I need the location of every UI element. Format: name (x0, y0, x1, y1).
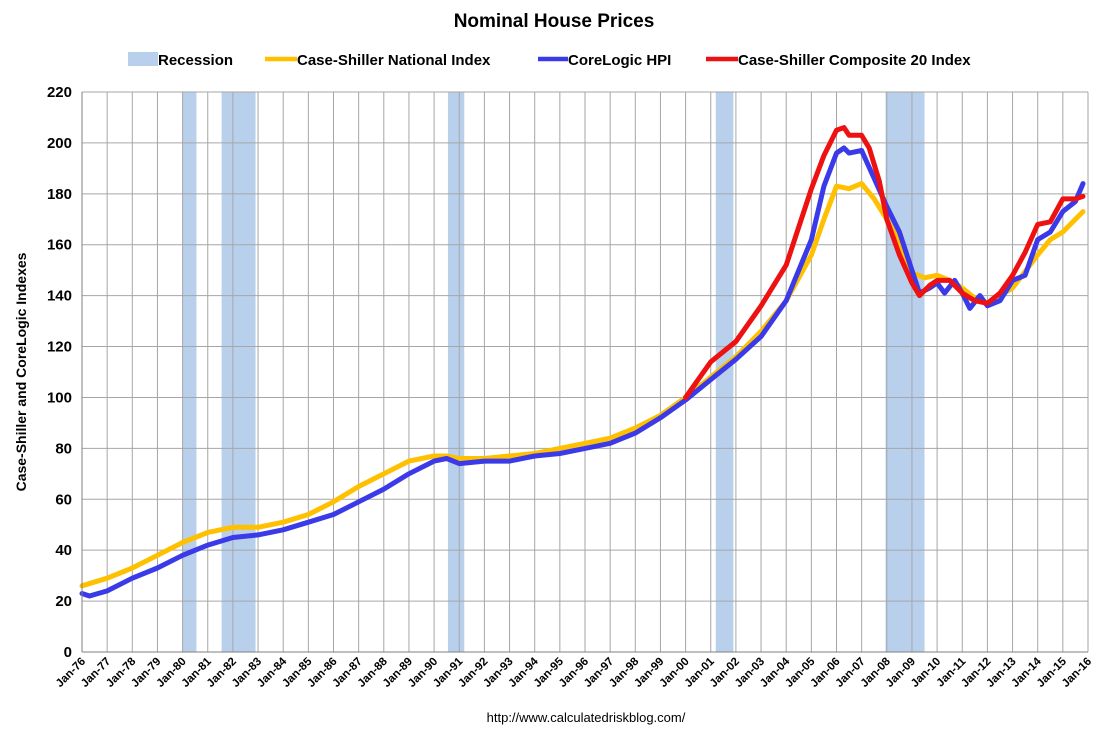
recession-band-2 (221, 92, 256, 652)
y-axis-label: Case-Shiller and CoreLogic Indexes (13, 252, 29, 491)
recession-band-4 (715, 92, 734, 652)
legend-national-label: Case-Shiller National Index (297, 52, 491, 69)
series-lines (79, 125, 1086, 599)
legend-recession-swatch (128, 52, 158, 66)
recession-band-3 (447, 92, 465, 652)
y-tick-label: 160 (47, 237, 72, 254)
y-tick-label: 0 (64, 644, 72, 661)
y-tick-label: 40 (55, 542, 72, 559)
source-footer: http://www.calculatedriskblog.com/ (487, 710, 686, 725)
legend: Recession Case-Shiller National Index Co… (128, 52, 971, 69)
y-tick-labels: 0 20 40 60 80 100 120 140 160 180 200 220 (47, 84, 72, 661)
axes (81, 92, 1088, 653)
recession-band-1 (182, 92, 197, 652)
y-tick-label: 200 (47, 135, 72, 152)
y-tick-label: 20 (55, 593, 72, 610)
series-line-composite20 (683, 125, 1086, 400)
x-tick-labels: Jan-76Jan-77Jan-78Jan-79Jan-80Jan-81Jan-… (54, 655, 1094, 690)
legend-recession-label: Recession (158, 52, 233, 69)
y-tick-label: 120 (47, 339, 72, 356)
y-tick-label: 60 (55, 491, 72, 508)
recession-band-5 (885, 92, 925, 652)
y-tick-label: 140 (47, 288, 72, 305)
y-tick-label: 220 (47, 84, 72, 101)
gridlines (82, 91, 1089, 652)
y-tick-label: 100 (47, 389, 72, 406)
chart-title: Nominal House Prices (454, 11, 655, 32)
y-tick-label: 180 (47, 186, 72, 203)
legend-corelogic-label: CoreLogic HPI (568, 52, 671, 69)
recession-bands (182, 92, 925, 652)
legend-composite20-label: Case-Shiller Composite 20 Index (738, 52, 971, 69)
y-tick-label: 80 (55, 440, 72, 457)
